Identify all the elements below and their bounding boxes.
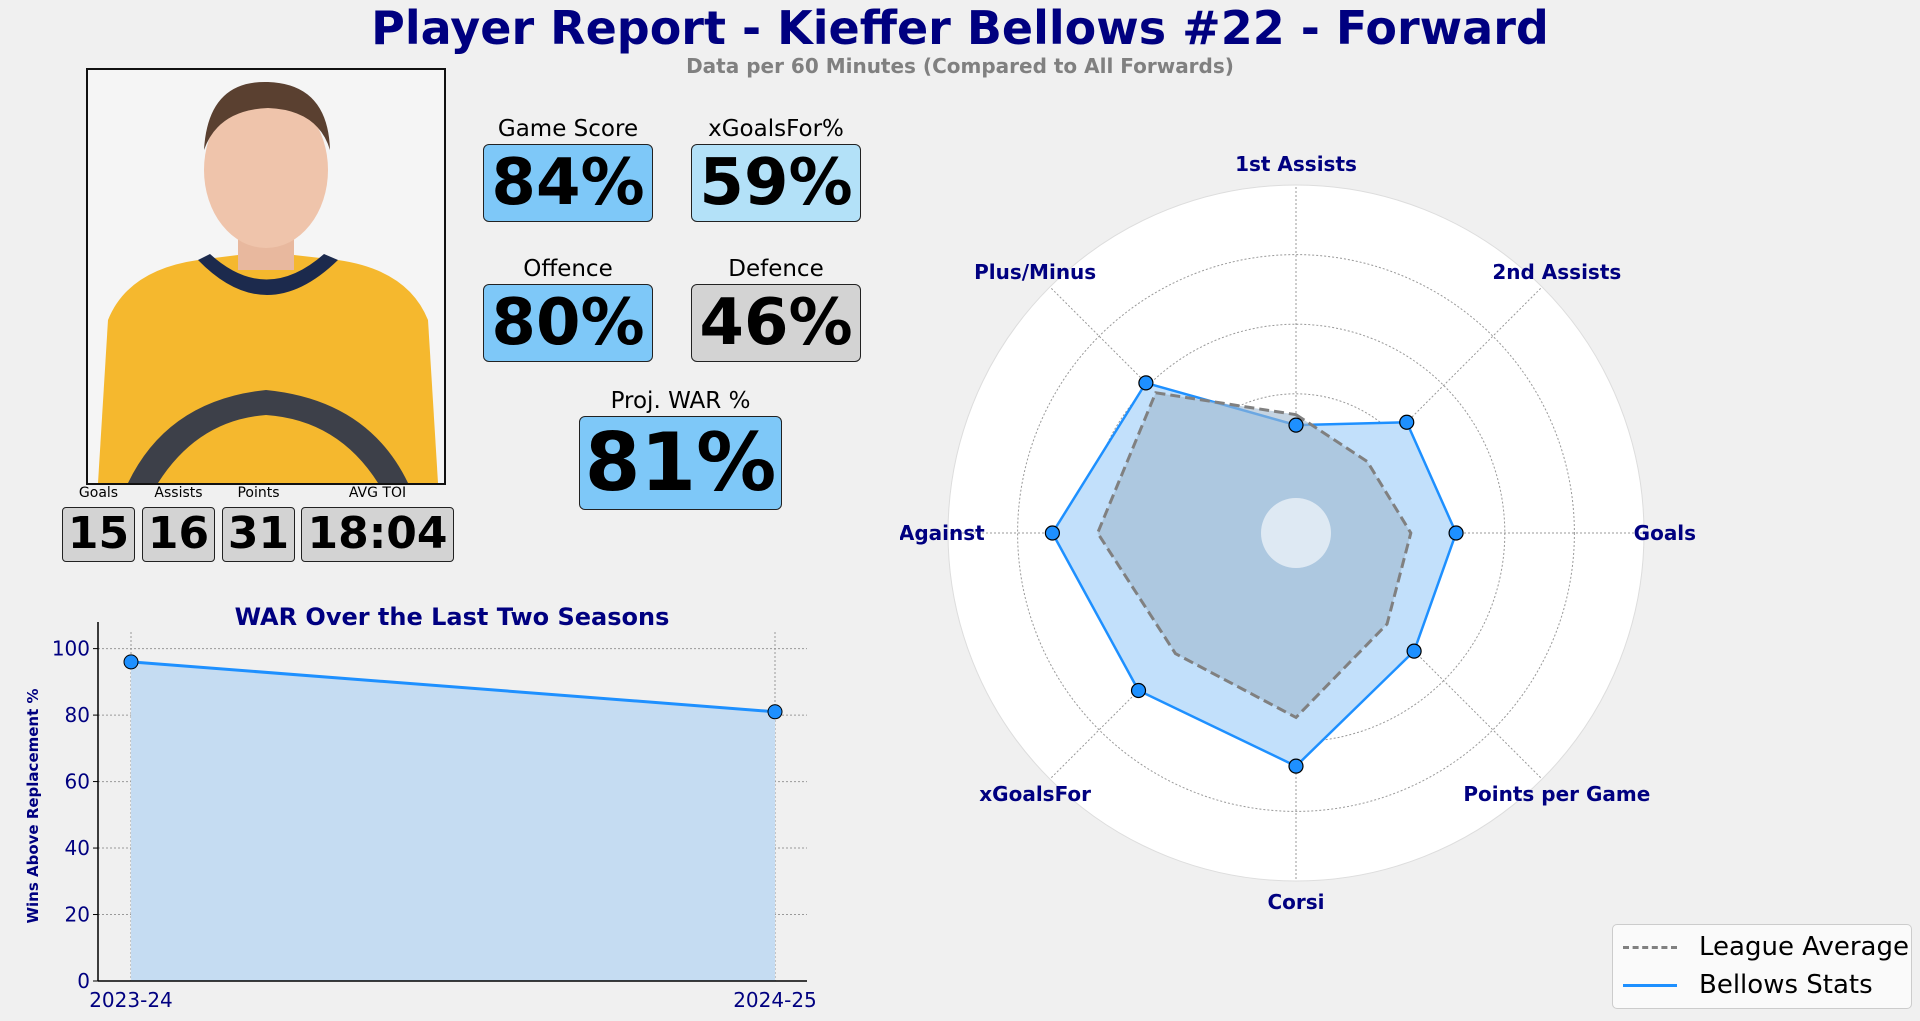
xgoalsfor-card: 59% <box>691 144 861 222</box>
war-chart: WAR Over the Last Two Seasons Wins Above… <box>24 603 817 1012</box>
war-line <box>130 660 776 714</box>
bellows-point <box>1130 682 1147 699</box>
solid-line-icon <box>1623 983 1677 987</box>
bellows-point <box>1406 643 1422 659</box>
league-average-series <box>1095 391 1413 720</box>
proj-war-card: 81% <box>579 416 782 510</box>
war-area <box>131 661 775 981</box>
legend-label: League Average <box>1699 932 1909 962</box>
radar-axis-label: Corsi <box>1267 890 1324 914</box>
points-value: 31 <box>222 507 295 562</box>
game-score-card: 84% <box>483 144 653 222</box>
defence-card: 46% <box>691 284 861 362</box>
radar-ring <box>1017 254 1575 812</box>
defence-label: Defence <box>728 256 824 282</box>
dashed-line-icon <box>1623 945 1677 949</box>
war-point <box>123 654 139 670</box>
goals-label: Goals <box>78 485 119 501</box>
legend-item-league-average: League Average <box>1623 929 1909 965</box>
avg-toi-value: 18:04 <box>301 507 454 562</box>
player-silhouette-icon <box>88 70 444 483</box>
y-tick-label: 80 <box>65 703 90 727</box>
bellows-point <box>1448 525 1464 541</box>
points-label: Points <box>237 485 280 501</box>
y-tick-label: 0 <box>77 969 90 993</box>
radar-axis-label: xGAgainst <box>900 521 985 545</box>
x-tick-label: 2023-24 <box>89 988 173 1012</box>
war-y-axis-label: Wins Above Replacement % <box>24 688 42 923</box>
goals-value: 15 <box>62 507 135 562</box>
xgoalsfor-label: xGoalsFor% <box>708 116 844 142</box>
radar-axis-label: xGoalsFor <box>979 782 1091 806</box>
radar-center <box>1261 498 1331 568</box>
offence-card: 80% <box>483 284 653 362</box>
bellows-point <box>1288 758 1304 774</box>
offence-label: Offence <box>523 256 613 282</box>
radar-axis-label: Goals <box>1634 521 1696 545</box>
y-tick-label: 40 <box>65 836 90 860</box>
bellows-point <box>1138 375 1154 391</box>
y-tick-label: 60 <box>65 770 90 794</box>
avg-toi-label: AVG TOI <box>348 485 407 501</box>
radar-axis-label: Plus/Minus <box>974 260 1096 284</box>
page-subtitle: Data per 60 Minutes (Compared to All For… <box>686 54 1234 78</box>
legend-item-bellows-stats: Bellows Stats <box>1623 967 1873 1003</box>
y-tick-label: 100 <box>52 637 90 661</box>
assists-label: Assists <box>154 485 203 501</box>
legend-label: Bellows Stats <box>1699 970 1873 1000</box>
bellows-point <box>1288 417 1304 433</box>
y-tick-label: 20 <box>65 903 90 927</box>
radar-axis-label: 2nd Assists <box>1492 260 1621 284</box>
radar-legend: League Average Bellows Stats <box>1612 924 1912 1009</box>
bellows-point <box>1044 525 1060 541</box>
proj-war-label: Proj. WAR % <box>610 388 751 414</box>
game-score-label: Game Score <box>497 116 639 142</box>
war-point <box>767 704 783 720</box>
radar-axis-label: Points per Game <box>1463 782 1650 806</box>
war-chart-title: WAR Over the Last Two Seasons <box>235 603 670 631</box>
radar-chart: 1st Assists 2nd Assists Goals Points per Ga… <box>900 152 1696 914</box>
x-tick-label: 2024-25 <box>733 988 817 1012</box>
assists-value: 16 <box>142 507 215 562</box>
page-title: Player Report - Kieffer Bellows #22 - Fo… <box>371 1 1549 55</box>
radar-axis-label: 1st Assists <box>1235 152 1357 176</box>
player-photo <box>86 68 446 485</box>
bellows-point <box>1399 414 1415 430</box>
